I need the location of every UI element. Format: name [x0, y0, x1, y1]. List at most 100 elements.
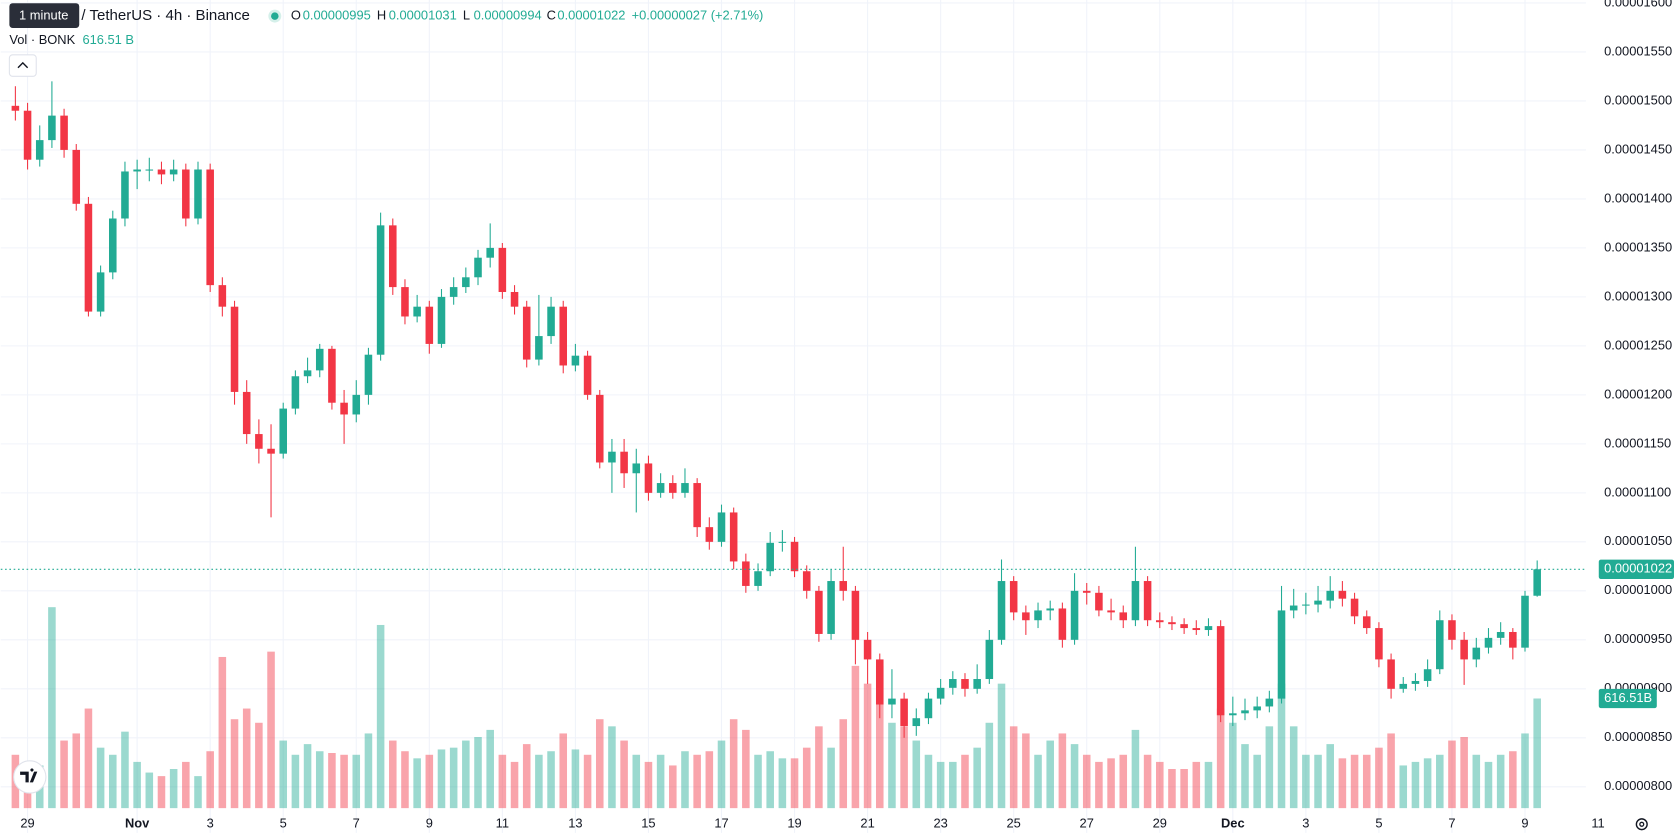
x-tick-label: 7	[353, 816, 360, 831]
volume-bar	[802, 747, 811, 809]
volume-bar	[1509, 751, 1517, 809]
settings-icon	[1635, 818, 1648, 831]
candle-body	[255, 434, 263, 449]
candle-body	[510, 291, 519, 307]
candle-body	[84, 203, 93, 312]
candle-body	[1253, 706, 1261, 711]
candle-body	[1277, 610, 1286, 699]
volume-bar	[547, 751, 555, 809]
volume-bar	[303, 744, 312, 809]
open-value: 0.00000995	[303, 8, 371, 23]
candle-body	[1533, 569, 1541, 596]
candle-body	[72, 149, 81, 204]
x-tick-label: 5	[1375, 816, 1382, 831]
volume-bar	[1095, 761, 1103, 809]
candle-body	[729, 512, 738, 562]
volume-bar	[559, 733, 568, 809]
y-tick-label: 0.00001200	[1604, 386, 1672, 401]
volume-bar	[620, 740, 628, 809]
volume-bar	[1168, 769, 1176, 809]
candle-body	[1022, 612, 1030, 621]
volume-bar	[815, 726, 823, 809]
candle-body	[267, 448, 275, 454]
candle-body	[315, 348, 324, 371]
volume-bar	[1448, 740, 1456, 809]
volume-bar	[1484, 761, 1493, 809]
tooltip-text: 1 minute	[19, 8, 68, 23]
high-value: 0.00001031	[389, 8, 457, 23]
candle-body	[133, 169, 141, 172]
candle-body	[194, 169, 202, 219]
candle-body	[669, 483, 677, 493]
candle-body	[157, 169, 166, 175]
x-tick-label: 5	[280, 816, 287, 831]
collapse-button[interactable]	[8, 54, 37, 77]
volume-bar	[1216, 708, 1225, 809]
y-tick-label: 0.00001250	[1604, 337, 1672, 352]
candle-body	[681, 483, 689, 493]
price-pane	[0, 81, 1586, 738]
volume-bar	[96, 747, 105, 809]
x-tick-label: 29	[20, 816, 34, 831]
volume-bar	[498, 754, 507, 809]
candle-body	[1107, 610, 1115, 613]
candle-body	[1423, 669, 1432, 681]
volume-bar	[1241, 744, 1249, 809]
volume-bar	[535, 754, 543, 809]
y-tick-label: 0.00001150	[1604, 435, 1671, 450]
volume-bar	[1411, 761, 1420, 809]
volume-bar	[72, 733, 81, 809]
x-tick-label: 17	[714, 816, 728, 831]
candle-body	[949, 679, 957, 688]
candle-body	[522, 306, 531, 360]
volume-bar	[1375, 747, 1383, 809]
volume-bar	[924, 754, 933, 809]
candle-body	[790, 541, 799, 572]
candle-body	[1460, 639, 1468, 660]
candle-body	[924, 698, 933, 719]
x-tick-label: 7	[1448, 816, 1455, 831]
volume-bar	[1180, 769, 1188, 809]
candle-body	[1350, 598, 1359, 617]
candle-body	[1156, 620, 1164, 623]
candle-body	[474, 257, 482, 278]
volume-bar	[949, 761, 957, 809]
candle-body	[1387, 659, 1395, 689]
volume-bar	[669, 765, 677, 809]
grid	[0, 0, 1586, 833]
y-tick-label: 0.00000800	[1604, 778, 1672, 793]
volume-legend-value: 616.51 B	[82, 32, 134, 47]
candle-body	[1496, 631, 1505, 638]
volume-bar	[437, 749, 446, 809]
symbol-title: / TetherUS · 4h · Binance	[81, 7, 250, 24]
volume-bar	[1131, 729, 1140, 809]
volume-bar	[1399, 765, 1408, 809]
y-tick-label: 0.00001450	[1604, 141, 1672, 156]
candle-body	[559, 306, 568, 366]
volume-pane	[11, 607, 1541, 809]
volume-bar	[693, 754, 701, 809]
candle-body	[827, 581, 835, 634]
x-tick-label: 11	[1591, 816, 1604, 831]
volume-bar	[413, 758, 421, 809]
candle-body	[1289, 605, 1298, 611]
volume-bar	[973, 747, 981, 809]
volume-bar	[486, 729, 494, 809]
y-tick-label: 0.00000850	[1604, 729, 1672, 744]
candle-body	[11, 105, 20, 111]
close-value: 0.00001022	[557, 8, 625, 23]
candle-body	[1411, 680, 1420, 684]
logo[interactable]	[13, 760, 47, 794]
volume-bar	[1277, 683, 1286, 809]
low-label: L	[463, 8, 470, 23]
volume-bar	[474, 736, 482, 809]
candle-body	[340, 402, 348, 415]
candle-body	[583, 355, 592, 395]
candle-body	[802, 571, 811, 591]
volume-bar	[1046, 740, 1054, 809]
candle-body	[121, 171, 129, 219]
candle-body	[303, 370, 312, 377]
volume-bar	[729, 719, 738, 809]
candle-body	[997, 581, 1006, 640]
settings-button[interactable]	[1635, 818, 1648, 831]
